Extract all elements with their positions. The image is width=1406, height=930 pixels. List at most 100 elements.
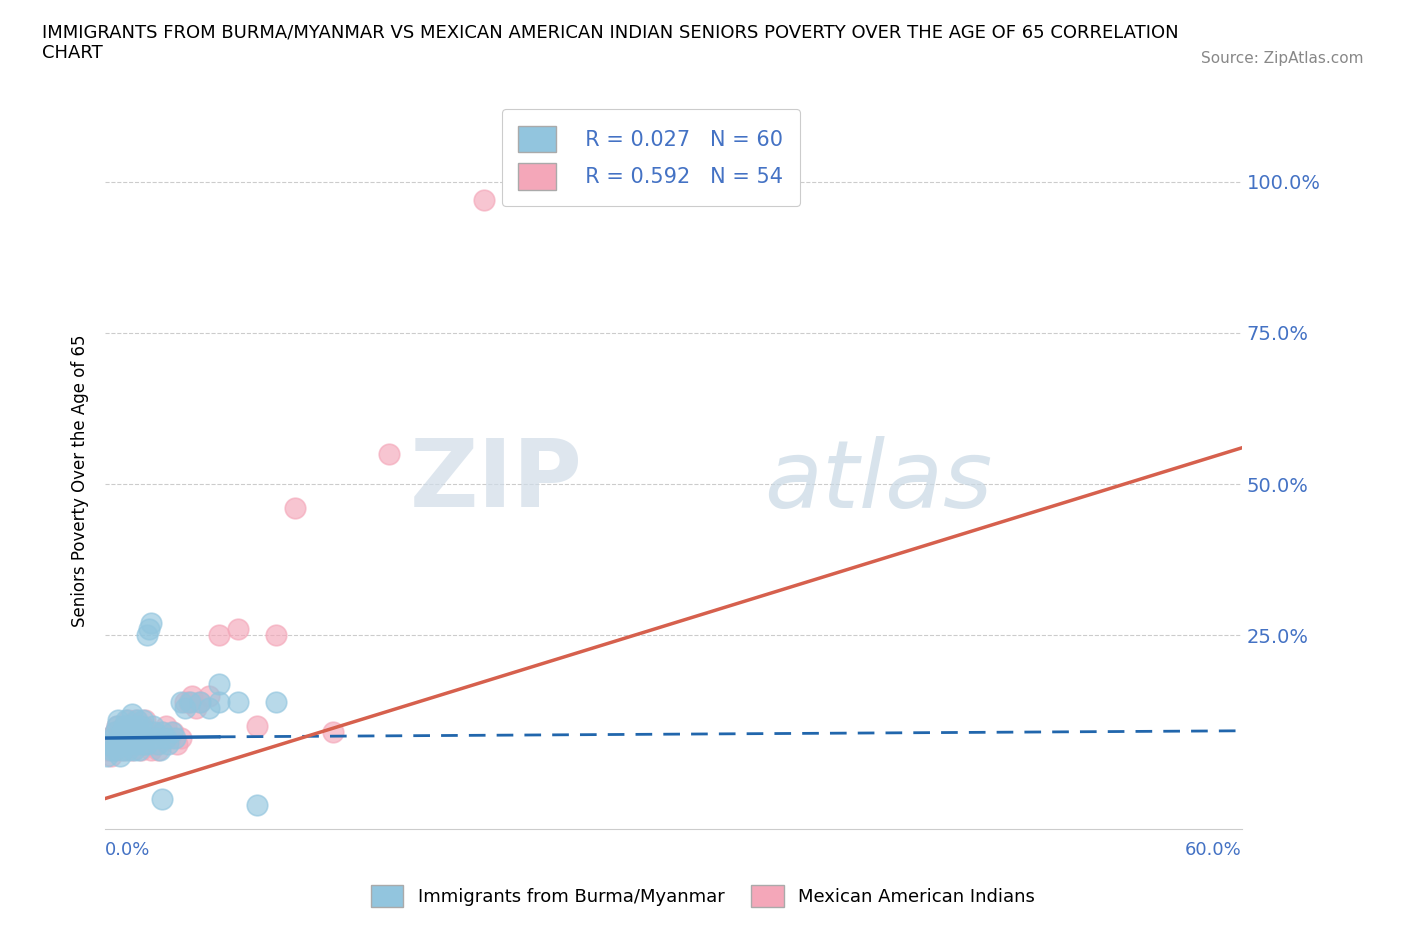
Point [117, 712, 139, 727]
Point [142, 737, 165, 751]
Point [115, 731, 138, 746]
Point [112, 719, 135, 734]
Point [96, 749, 118, 764]
Point [148, 743, 170, 758]
Text: ZIP: ZIP [409, 435, 582, 527]
Point [264, 628, 287, 643]
Point [148, 737, 170, 751]
Y-axis label: Seniors Poverty Over the Age of 65: Seniors Poverty Over the Age of 65 [72, 335, 89, 628]
Point [98, 737, 121, 751]
Point [115, 737, 138, 751]
Point [208, 695, 231, 710]
Point [122, 719, 145, 734]
Point [121, 707, 143, 722]
Point [134, 731, 156, 746]
Point [104, 743, 127, 758]
Point [159, 731, 181, 746]
Point [188, 695, 211, 710]
Point [322, 724, 344, 739]
Point [112, 719, 135, 734]
Point [246, 797, 269, 812]
Point [112, 737, 135, 751]
Point [472, 193, 495, 207]
Point [188, 695, 211, 710]
Point [155, 719, 177, 734]
Point [139, 616, 162, 631]
Point [150, 791, 173, 806]
Point [132, 712, 155, 727]
Point [121, 743, 143, 758]
Point [166, 737, 188, 751]
Point [104, 724, 127, 739]
Text: 60.0%: 60.0% [1185, 841, 1241, 858]
Point [122, 737, 145, 751]
Point [101, 731, 124, 746]
Point [121, 731, 143, 746]
Text: IMMIGRANTS FROM BURMA/MYANMAR VS MEXICAN AMERICAN INDIAN SENIORS POVERTY OVER TH: IMMIGRANTS FROM BURMA/MYANMAR VS MEXICAN… [42, 23, 1178, 62]
Point [100, 749, 122, 764]
Point [110, 731, 132, 746]
Point [128, 724, 150, 739]
Point [170, 695, 193, 710]
Point [149, 731, 172, 746]
Point [96, 743, 118, 758]
Point [378, 446, 401, 461]
Point [143, 724, 166, 739]
Point [198, 700, 221, 715]
Point [107, 737, 129, 751]
Point [129, 719, 152, 734]
Point [110, 731, 132, 746]
Point [98, 731, 121, 746]
Legend:   R = 0.027   N = 60,   R = 0.592   N = 54: R = 0.027 N = 60, R = 0.592 N = 54 [502, 109, 800, 206]
Point [129, 743, 152, 758]
Point [104, 743, 127, 758]
Point [198, 688, 221, 703]
Point [100, 743, 122, 758]
Point [143, 731, 166, 746]
Point [155, 731, 177, 746]
Point [138, 724, 160, 739]
Point [104, 724, 127, 739]
Point [101, 737, 124, 751]
Point [179, 695, 201, 710]
Point [122, 724, 145, 739]
Point [142, 719, 165, 734]
Point [150, 724, 173, 739]
Point [127, 731, 149, 746]
Point [115, 712, 138, 727]
Point [226, 695, 249, 710]
Text: 0.0%: 0.0% [105, 841, 150, 858]
Point [135, 731, 157, 746]
Point [138, 622, 160, 637]
Point [118, 724, 141, 739]
Point [135, 737, 157, 751]
Point [135, 628, 157, 643]
Point [124, 712, 146, 727]
Point [264, 695, 287, 710]
Point [134, 712, 156, 727]
Point [132, 737, 155, 751]
Point [149, 743, 172, 758]
Point [208, 676, 231, 691]
Point [177, 695, 200, 710]
Point [128, 743, 150, 758]
Point [132, 719, 155, 734]
Point [117, 724, 139, 739]
Point [124, 737, 146, 751]
Point [105, 719, 128, 734]
Point [118, 737, 141, 751]
Point [111, 743, 134, 758]
Point [246, 719, 269, 734]
Point [132, 737, 155, 751]
Text: atlas: atlas [765, 435, 993, 526]
Point [124, 719, 146, 734]
Point [127, 712, 149, 727]
Point [110, 749, 132, 764]
Point [186, 700, 208, 715]
Point [139, 743, 162, 758]
Text: Source: ZipAtlas.com: Source: ZipAtlas.com [1201, 51, 1364, 66]
Point [145, 737, 167, 751]
Point [118, 719, 141, 734]
Point [127, 731, 149, 746]
Point [111, 724, 134, 739]
